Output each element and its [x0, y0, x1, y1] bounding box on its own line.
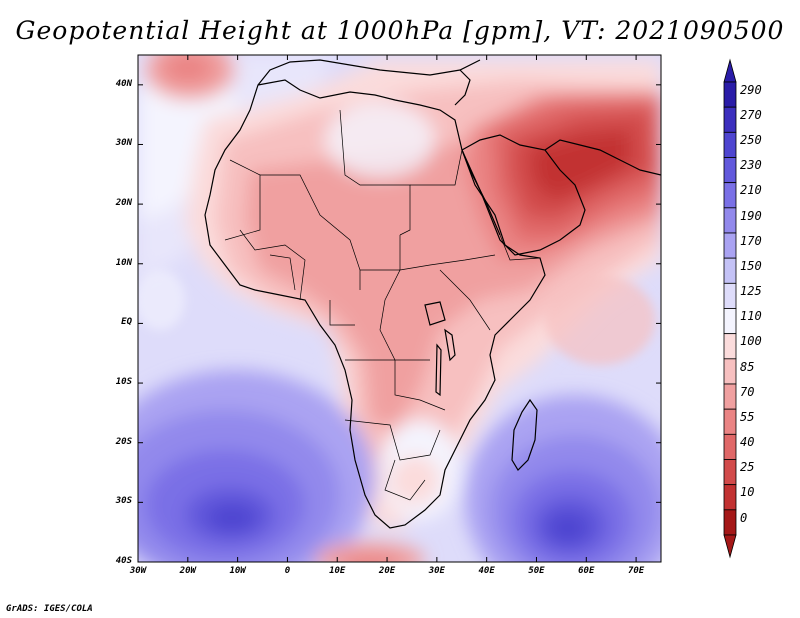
colorbar-level-label: 170 [740, 233, 762, 248]
colorbar-level-label: 55 [740, 409, 755, 424]
lat-tick-label: 20S [115, 436, 132, 447]
lon-tick-label: 0 [284, 566, 291, 576]
lon-tick-label: 50E [528, 566, 545, 576]
colorbar-swatch [723, 509, 737, 536]
colorbar-level-label: 190 [740, 208, 762, 223]
lat-tick-label: 30S [115, 496, 132, 507]
coastlines [204, 59, 661, 529]
lon-tick-label: 20W [179, 566, 196, 576]
colorbar-level-label: 290 [740, 82, 762, 97]
colorbar [723, 58, 737, 559]
colorbar-level-label: 230 [740, 158, 762, 173]
lon-tick-label: 20E [378, 566, 396, 576]
lon-tick-label: 10W [229, 566, 246, 576]
colorbar-swatch [723, 282, 737, 309]
colorbar-level-label: 250 [740, 133, 762, 148]
colorbar-swatch [723, 484, 737, 511]
colorbar-level-label: 100 [740, 334, 762, 349]
colorbar-swatch [723, 333, 737, 360]
colorbar-swatch [723, 131, 737, 158]
colorbar-level-label: 150 [740, 258, 762, 273]
colorbar-swatch [723, 207, 737, 234]
colorbar-swatch [723, 182, 737, 209]
lon-tick-label: 10E [329, 566, 346, 576]
colorbar-min-arrow [723, 534, 737, 559]
lon-tick-label: 30W [129, 566, 147, 576]
lat-tick-label: 10S [115, 377, 132, 388]
lat-tick-label: EQ [121, 317, 132, 328]
lat-tick-label: 30N [115, 138, 132, 149]
colorbar-swatch [723, 459, 737, 486]
colorbar-swatch [723, 257, 737, 284]
colorbar-level-label: 125 [740, 284, 762, 299]
colorbar-level-label: 210 [740, 183, 762, 198]
colorbar-level-label: 270 [740, 107, 762, 122]
colorbar-swatch [723, 308, 737, 335]
footer-credit: GrADS: IGES/COLA [6, 604, 93, 614]
colorbar-swatch [723, 157, 737, 184]
map-frame [137, 54, 662, 563]
colorbar-swatch [723, 433, 737, 460]
lat-tick-label: 10N [115, 257, 132, 268]
lon-tick-label: 40E [478, 566, 495, 576]
colorbar-swatch [723, 408, 737, 435]
lat-tick-label: 20N [115, 198, 132, 209]
colorbar-swatch [723, 106, 737, 133]
lon-tick-label: 60E [578, 566, 595, 576]
axis-ticks [137, 55, 661, 563]
height-field [138, 55, 661, 562]
lon-tick-label: 30E [428, 566, 445, 576]
colorbar-level-label: 0 [740, 510, 748, 525]
colorbar-swatch [723, 232, 737, 259]
lat-tick-label: 40S [115, 556, 132, 566]
colorbar-level-label: 70 [740, 384, 755, 399]
colorbar-max-arrow [723, 58, 737, 83]
country-borders [224, 109, 541, 501]
colorbar-level-label: 85 [740, 359, 755, 374]
colorbar-level-label: 40 [740, 435, 755, 450]
map-title: Geopotential Height at 1000hPa [gpm], VT… [15, 16, 785, 45]
colorbar-swatch [723, 358, 737, 385]
colorbar-level-label: 10 [740, 485, 755, 500]
colorbar-level-label: 110 [740, 309, 762, 324]
lon-tick-label: 70E [627, 566, 645, 576]
colorbar-level-label: 25 [740, 460, 755, 475]
colorbar-swatch [723, 383, 737, 410]
colorbar-swatch [723, 81, 737, 108]
lat-tick-label: 40N [115, 78, 132, 89]
